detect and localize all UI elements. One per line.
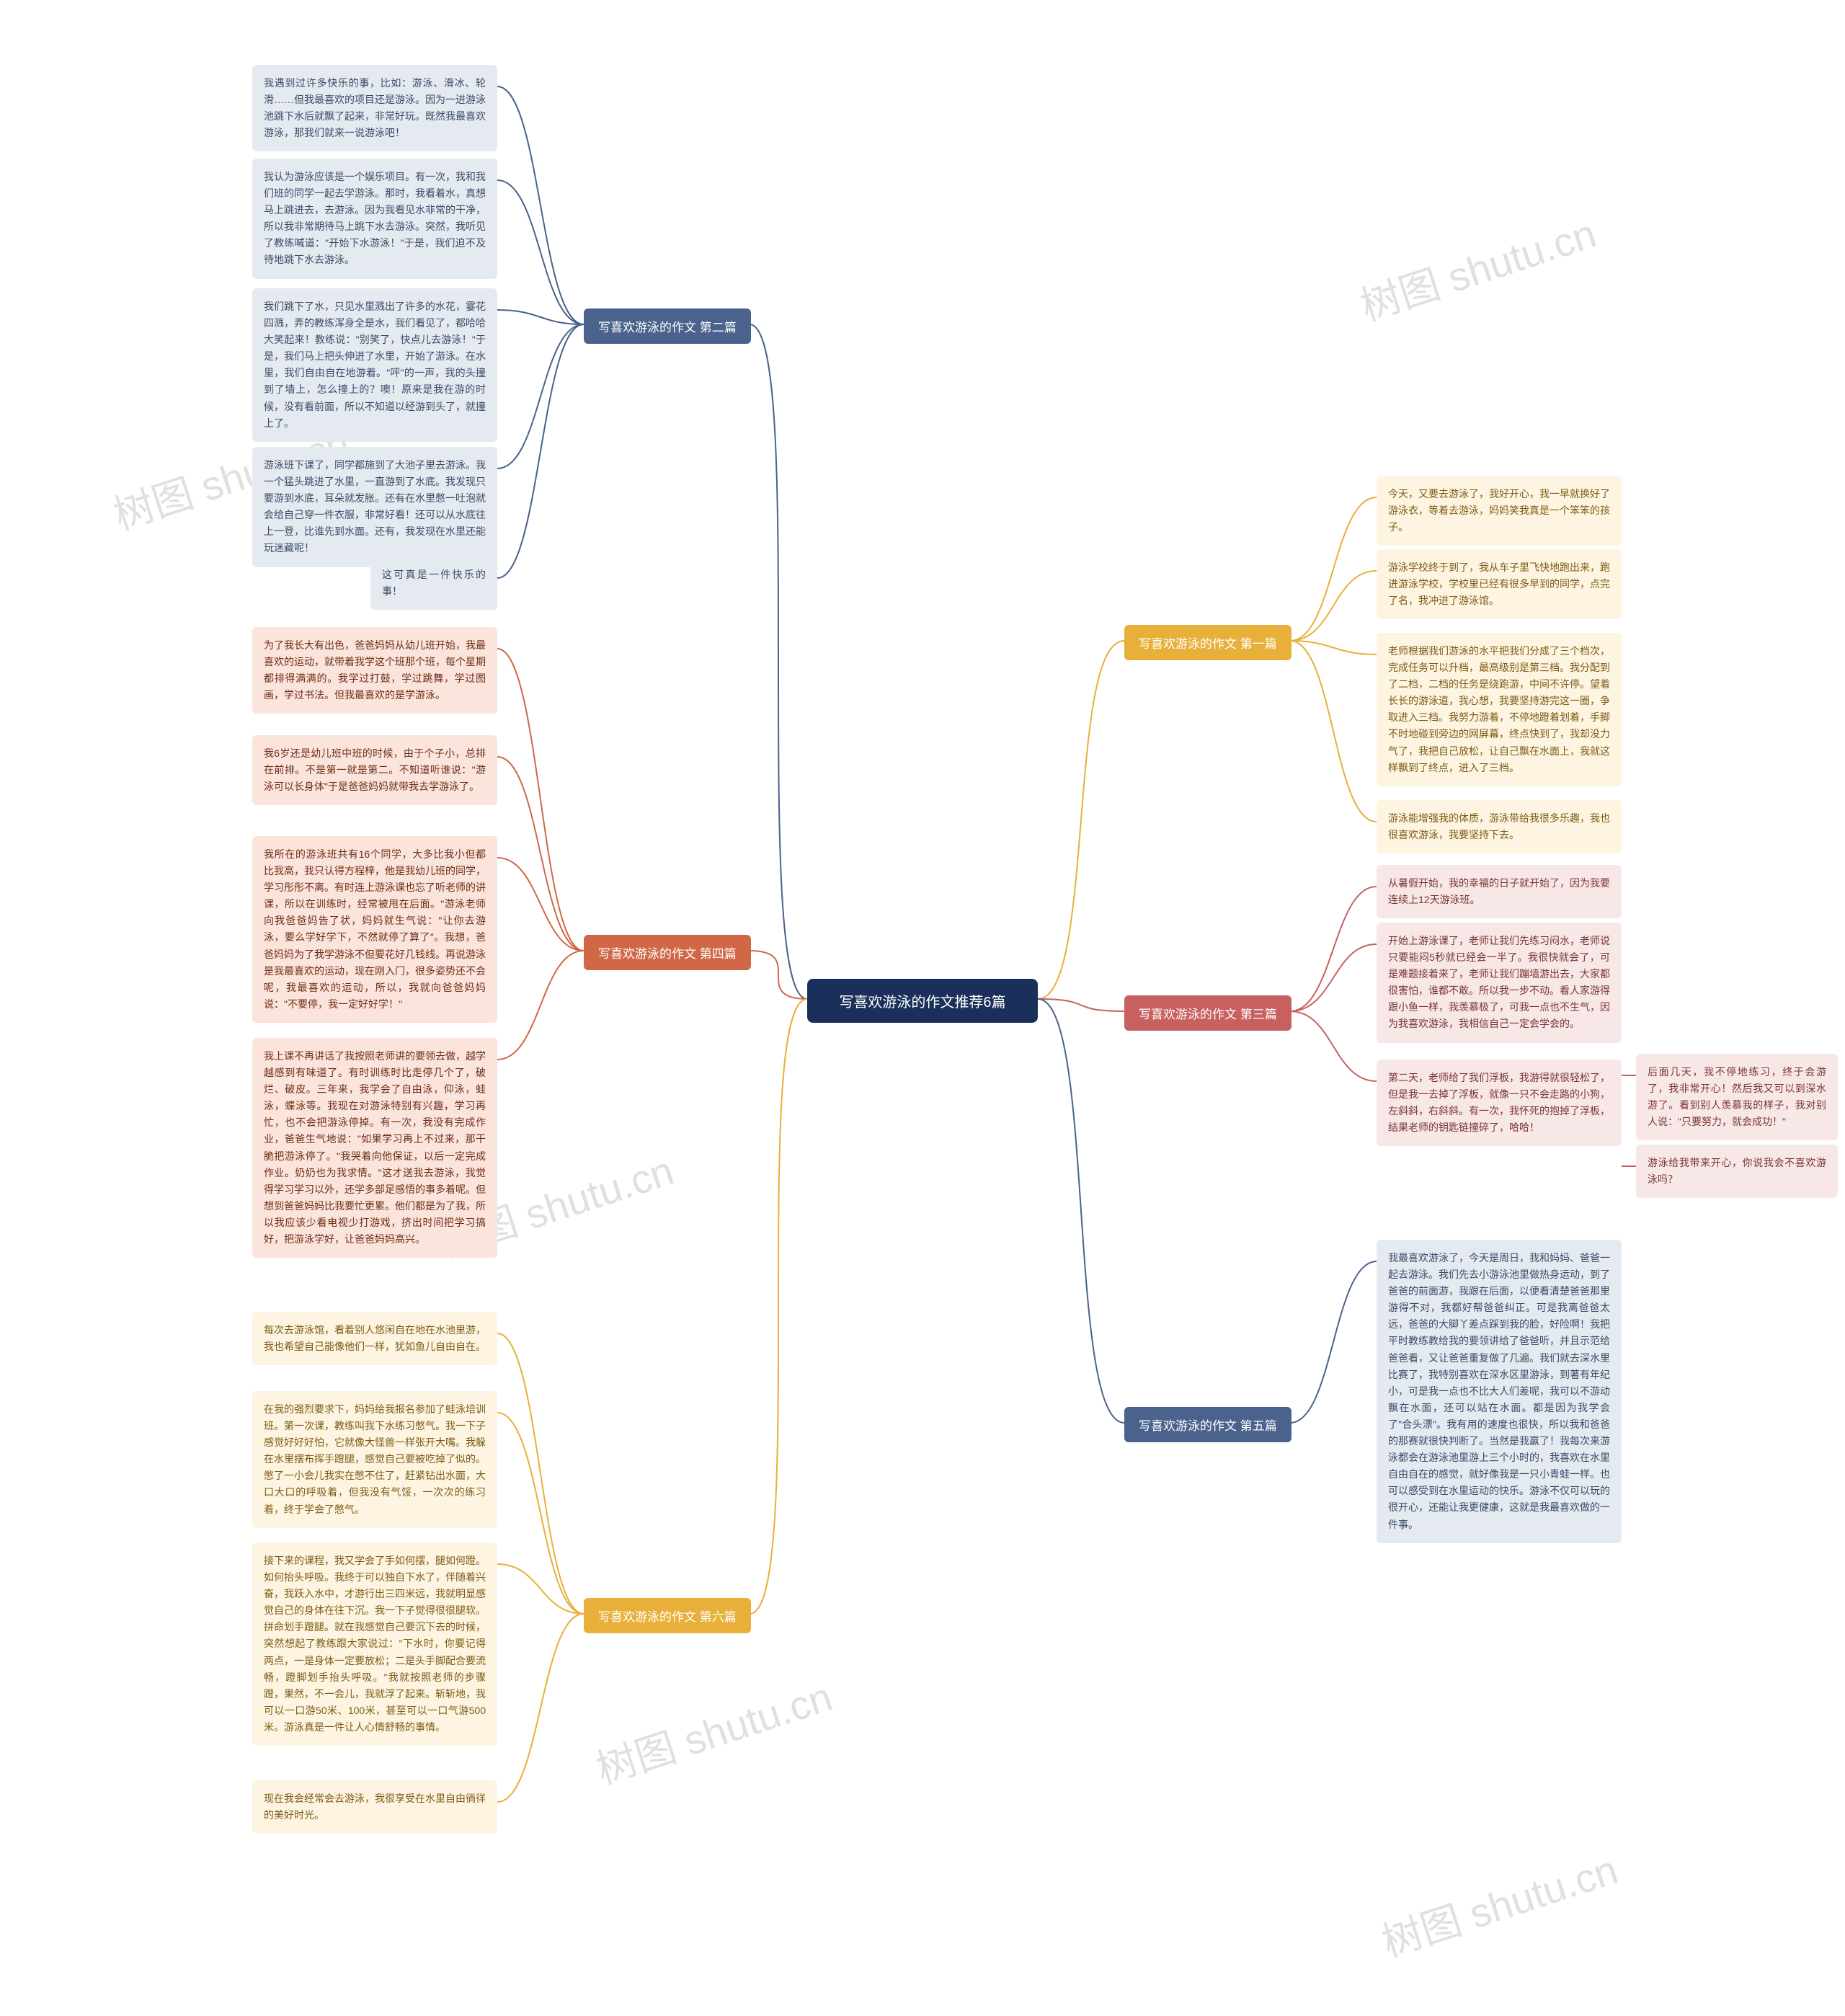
leaf-b2-4: 这可真是一件快乐的事！ (370, 556, 497, 610)
leaf-b4-3: 我上课不再讲话了我按照老师讲的要领去做，越学越感到有味道了。有时训练时比走停几个… (252, 1038, 497, 1258)
center-node: 写喜欢游泳的作文推荐6篇 (807, 979, 1038, 1023)
leaf-b1-0: 今天，又要去游泳了，我好开心，我一早就换好了游泳衣，等着去游泳，妈妈笑我真是一个… (1377, 476, 1622, 546)
leaf-b6-1: 在我的强烈要求下，妈妈给我报名参加了蛙泳培训班。第一次课，教练叫我下水练习憋气。… (252, 1391, 497, 1528)
branch-node-b2: 写喜欢游泳的作文 第二篇 (584, 308, 751, 344)
leaf-b6-3: 现在我会经常会去游泳，我很享受在水里自由徜徉的美好时光。 (252, 1780, 497, 1834)
leaf-b4-1: 我6岁还是幼儿班中班的时候，由于个子小，总排在前排。不是第一就是第二。不知道听谁… (252, 735, 497, 805)
leaf-b4-2: 我所在的游泳班共有16个同学，大多比我小但都比我高，我只认得方程梓，他是我幼儿班… (252, 836, 497, 1023)
leaf-b3-4: 游泳给我带来开心，你说我会不喜欢游泳吗？ (1636, 1145, 1838, 1198)
branch-node-b3: 写喜欢游泳的作文 第三篇 (1124, 995, 1292, 1031)
leaf-b6-0: 每次去游泳馆，看着别人悠闲自在地在水池里游，我也希望自己能像他们一样，犹如鱼儿自… (252, 1312, 497, 1365)
leaf-b2-2: 我们跳下了水，只见水里溅出了许多的水花，霎花四溅，弄的教练浑身全是水，我们看见了… (252, 288, 497, 442)
leaf-b1-3: 游泳能增强我的体质，游泳带给我很多乐趣，我也很喜欢游泳，我要坚持下去。 (1377, 800, 1622, 853)
leaf-b4-0: 为了我长大有出色，爸爸妈妈从幼儿班开始，我最喜欢的运动，就带着我学这个班那个班，… (252, 627, 497, 714)
leaf-b3-0: 从暑假开始，我的幸福的日子就开始了，因为我要连续上12天游泳班。 (1377, 865, 1622, 918)
leaf-b2-1: 我认为游泳应该是一个娱乐项目。有一次，我和我们班的同学一起去学游泳。那时，我看着… (252, 159, 497, 279)
branch-node-b1: 写喜欢游泳的作文 第一篇 (1124, 625, 1292, 660)
leaf-b3-3: 后面几天，我不停地练习，终于会游了，我非常开心！然后我又可以到深水游了。看到别人… (1636, 1054, 1838, 1140)
leaf-b5-0: 我最喜欢游泳了，今天是周日，我和妈妈、爸爸一起去游泳。我们先去小游泳池里做热身运… (1377, 1240, 1622, 1543)
leaf-b6-2: 接下来的课程，我又学会了手如何摆，腿如何蹬。如何抬头呼吸。我终于可以独自下水了，… (252, 1542, 497, 1746)
leaf-b2-3: 游泳班下课了，同学都施到了大池子里去游泳。我一个猛头跳进了水里，一直游到了水底。… (252, 447, 497, 567)
center-label: 写喜欢游泳的作文推荐6篇 (839, 995, 1005, 1011)
leaf-b3-1: 开始上游泳课了，老师让我们先练习闷水，老师说只要能闷5秒就已经会一半了。我很快就… (1377, 923, 1622, 1043)
branch-node-b4: 写喜欢游泳的作文 第四篇 (584, 935, 751, 970)
leaf-b1-2: 老师根据我们游泳的水平把我们分成了三个档次，完成任务可以升档，最高级别是第三档。… (1377, 633, 1622, 786)
branch-node-b6: 写喜欢游泳的作文 第六篇 (584, 1598, 751, 1633)
leaf-b1-1: 游泳学校终于到了，我从车子里飞快地跑出来，跑进游泳学校，学校里已经有很多早到的同… (1377, 549, 1622, 619)
branch-node-b5: 写喜欢游泳的作文 第五篇 (1124, 1407, 1292, 1442)
leaf-b3-2: 第二天，老师给了我们浮板，我游得就很轻松了，但是我一去掉了浮板，就像一只不会走路… (1377, 1060, 1622, 1146)
leaf-b2-0: 我遇到过许多快乐的事，比如：游泳、滑冰、轮滑……但我最喜欢的项目还是游泳。因为一… (252, 65, 497, 151)
